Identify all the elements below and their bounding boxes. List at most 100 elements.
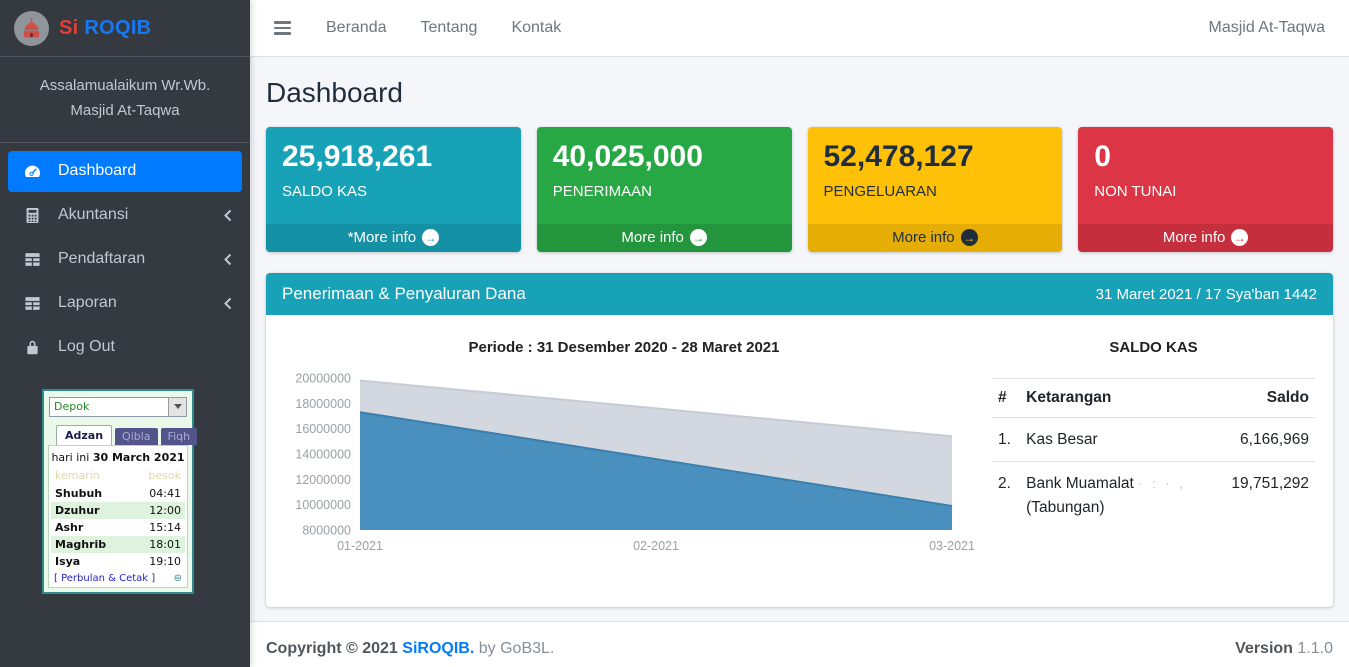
prayer-time: 19:10 — [149, 554, 181, 568]
prayer-footer: [ Perbulan & Cetak ] ⊜ — [51, 570, 185, 585]
sidebar-item-label: Laporan — [58, 294, 117, 311]
city-select[interactable]: Depok — [49, 396, 187, 417]
x-axis-label: 02-2021 — [633, 539, 679, 553]
dana-panel: Penerimaan & Penyaluran Dana 31 Maret 20… — [266, 273, 1333, 607]
row-name: Bank Muamalat · : · , (Tabungan) — [1020, 461, 1214, 529]
y-axis-label: 18000000 — [295, 397, 351, 411]
sidebar-item-label: Pendaftaran — [58, 250, 146, 267]
prayer-today: hari ini 30 March 2021 — [51, 449, 185, 468]
nav-link-tentang[interactable]: Tentang — [420, 19, 478, 36]
prayer-prev-next: kemarin besok — [51, 468, 185, 485]
prayer-row: Ashr 15:14 — [51, 519, 185, 536]
box-value: 25,918,261 — [282, 140, 433, 173]
tab-adzan[interactable]: Adzan — [56, 424, 113, 445]
mosque-icon — [23, 17, 40, 37]
prayer-row: Maghrib 18:01 — [51, 535, 185, 553]
account-name: Bank Muamalat — [1026, 475, 1134, 493]
box-value: 0 — [1094, 140, 1111, 173]
arrow-circle-right-icon: → — [1231, 229, 1249, 246]
col-saldo: Saldo — [1213, 378, 1315, 418]
box-label: PENERIMAAN — [552, 183, 652, 200]
today-date: 30 March 2021 — [92, 450, 185, 464]
panel-body: Periode : 31 Desember 2020 - 28 Maret 20… — [266, 315, 1333, 607]
row-number: 2. — [992, 461, 1021, 529]
box-label: PENGELUARAN — [823, 183, 937, 200]
area-series-blue — [360, 412, 952, 530]
row-saldo: 6,166,969 — [1240, 431, 1309, 448]
y-axis-label: 8000000 — [302, 524, 351, 538]
dropdown-caret-icon[interactable] — [168, 397, 186, 416]
sidebar-nav: Dashboard Akuntansi Pendaftaran Laporan — [0, 143, 250, 379]
copyright-year: Copyright © 2021 — [266, 640, 398, 657]
more-info-link[interactable]: More info → — [807, 224, 1063, 252]
table-row: 1. Kas Besar 6,166,969 — [992, 418, 1315, 462]
more-info-label: More info — [621, 229, 684, 246]
main-area: Beranda Tentang Kontak Masjid At-Taqwa D… — [250, 0, 1349, 667]
table-icon — [18, 294, 46, 313]
prayer-time: 18:01 — [149, 537, 181, 551]
prayer-name: Maghrib — [55, 537, 107, 551]
tachometer-icon — [18, 162, 46, 181]
sidebar-item-laporan[interactable]: Laporan — [8, 283, 242, 324]
prev-day-link[interactable]: kemarin — [55, 468, 100, 482]
sidebar-toggle-icon[interactable] — [274, 21, 291, 35]
saldo-column: SALDO KAS # Ketarangan Saldo 1. — [974, 329, 1319, 585]
box-label: NON TUNAI — [1094, 183, 1177, 200]
brand[interactable]: Si ROQIB — [0, 0, 250, 57]
tab-qibla[interactable]: Qibla — [115, 427, 158, 445]
more-info-label: More info — [1162, 229, 1226, 246]
row-saldo: 19,751,292 — [1213, 461, 1315, 529]
panel-header: Penerimaan & Penyaluran Dana 31 Maret 20… — [266, 273, 1333, 315]
prayer-body: hari ini 30 March 2021 kemarin besok Shu… — [48, 444, 188, 588]
widget-settings-icon[interactable]: ⊜ — [173, 572, 182, 584]
lock-icon — [18, 338, 46, 357]
y-axis-label: 16000000 — [295, 422, 351, 436]
info-box-pengeluaran: 52,478,127 PENGELUARAN More info → — [807, 127, 1063, 252]
account-name: Kas Besar — [1026, 431, 1098, 448]
perbulan-cetak-link[interactable]: [ Perbulan & Cetak ] — [54, 572, 156, 584]
footer-by: by GoB3L. — [478, 640, 555, 657]
y-axis-label: 20000000 — [295, 372, 351, 386]
table-icon — [18, 250, 46, 269]
info-boxes: 25,918,261 SALDO KAS *More info → 40,025,0… — [266, 127, 1333, 252]
area-chart: 20000000 18000000 16000000 14000000 12000000… — [295, 372, 975, 554]
next-day-link[interactable]: besok — [148, 468, 181, 482]
prayer-times-widget: Depok Adzan Qibla Fiqh hari ini 30 March… — [42, 388, 198, 594]
sidebar-item-label: Dashboard — [58, 162, 137, 179]
sidebar-greeting: Assalamualaikum Wr.Wb. Masjid At-Taqwa — [0, 57, 250, 143]
x-axis-label: 03-2021 — [929, 539, 974, 553]
arrow-circle-right-icon: → — [422, 229, 440, 246]
top-navbar: Beranda Tentang Kontak Masjid At-Taqwa — [250, 0, 1349, 57]
col-number: # — [992, 378, 1021, 418]
sidebar-item-akuntansi[interactable]: Akuntansi — [8, 195, 242, 236]
sidebar-item-dashboard[interactable]: Dashboard — [8, 150, 242, 192]
nav-link-kontak[interactable]: Kontak — [511, 19, 562, 36]
sidebar-item-label: Akuntansi — [58, 206, 129, 223]
brand-si: Si — [59, 16, 79, 39]
footer-brand-link[interactable]: SiROQIB. — [402, 640, 475, 657]
x-axis-label: 01-2021 — [337, 539, 383, 553]
more-info-link[interactable]: *More info → — [266, 224, 521, 252]
today-prefix: hari ini — [51, 450, 90, 464]
version-text: Version 1.1.0 — [1235, 640, 1333, 658]
nav-link-beranda[interactable]: Beranda — [326, 19, 387, 36]
prayer-name: Isya — [55, 554, 81, 568]
more-info-link[interactable]: More info → — [1078, 224, 1333, 252]
more-info-link[interactable]: More info → — [536, 224, 792, 252]
chart-title: Periode : 31 Desember 2020 - 28 Maret 20… — [468, 339, 780, 356]
y-axis-label: 12000000 — [295, 473, 351, 487]
arrow-circle-right-icon: → — [689, 229, 707, 246]
page-title: Dashboard — [266, 77, 403, 108]
prayer-row: Shubuh 04:41 — [51, 485, 185, 502]
saldo-table-title: SALDO KAS — [1109, 339, 1198, 356]
sidebar-item-pendaftaran[interactable]: Pendaftaran — [8, 239, 242, 280]
prayer-time: 15:14 — [149, 520, 181, 534]
prayer-time: 12:00 — [149, 503, 181, 517]
box-label: SALDO KAS — [282, 183, 368, 200]
tab-fiqh[interactable]: Fiqh — [160, 427, 198, 445]
mosque-logo-icon — [14, 10, 49, 46]
sidebar-item-logout[interactable]: Log Out — [8, 327, 242, 368]
chevron-left-icon — [223, 297, 232, 310]
info-box-penerimaan: 40,025,000 PENERIMAAN More info → — [536, 127, 792, 252]
masked-account-number: · : · , — [1138, 476, 1186, 492]
